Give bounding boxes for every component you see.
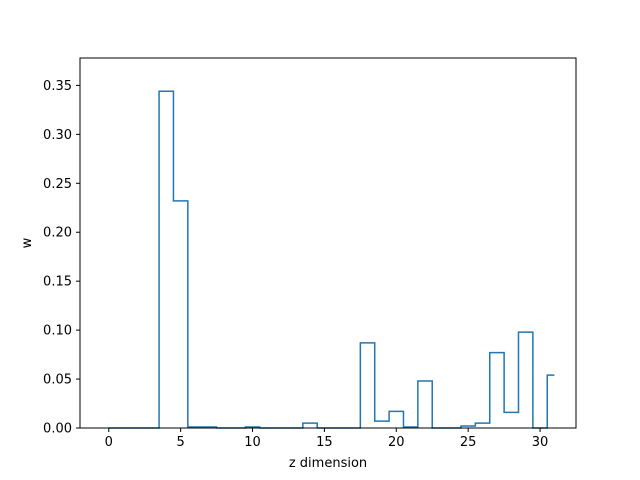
plot-area — [108, 90, 555, 429]
step-line — [108, 90, 555, 429]
x-tick-label: 15 — [316, 435, 333, 450]
y-tick-label: 0.10 — [43, 324, 72, 339]
y-tick-label: 0.15 — [43, 275, 72, 290]
x-axis-label: z dimension — [289, 456, 367, 471]
y-tick-label: 0.35 — [43, 79, 72, 94]
x-tick-label: 5 — [176, 435, 184, 450]
axes-frame — [79, 57, 577, 429]
y-tick-label: 0.00 — [43, 422, 72, 437]
y-tick-label: 0.30 — [43, 128, 72, 143]
y-tick-label: 0.25 — [43, 177, 72, 192]
x-tick-label: 10 — [244, 435, 261, 450]
x-tick-label: 20 — [388, 435, 405, 450]
x-tick-label: 25 — [460, 435, 477, 450]
axis-ticks: 0 5 10 15 20 25 30 0.00 0.05 0.10 0.15 0.20 0.25 0.30… — [43, 79, 548, 450]
x-tick-label: 0 — [105, 435, 113, 450]
y-axis-label: w — [20, 237, 35, 248]
y-tick-label: 0.05 — [43, 373, 72, 388]
x-tick-label: 30 — [532, 435, 549, 450]
y-tick-label: 0.20 — [43, 226, 72, 241]
